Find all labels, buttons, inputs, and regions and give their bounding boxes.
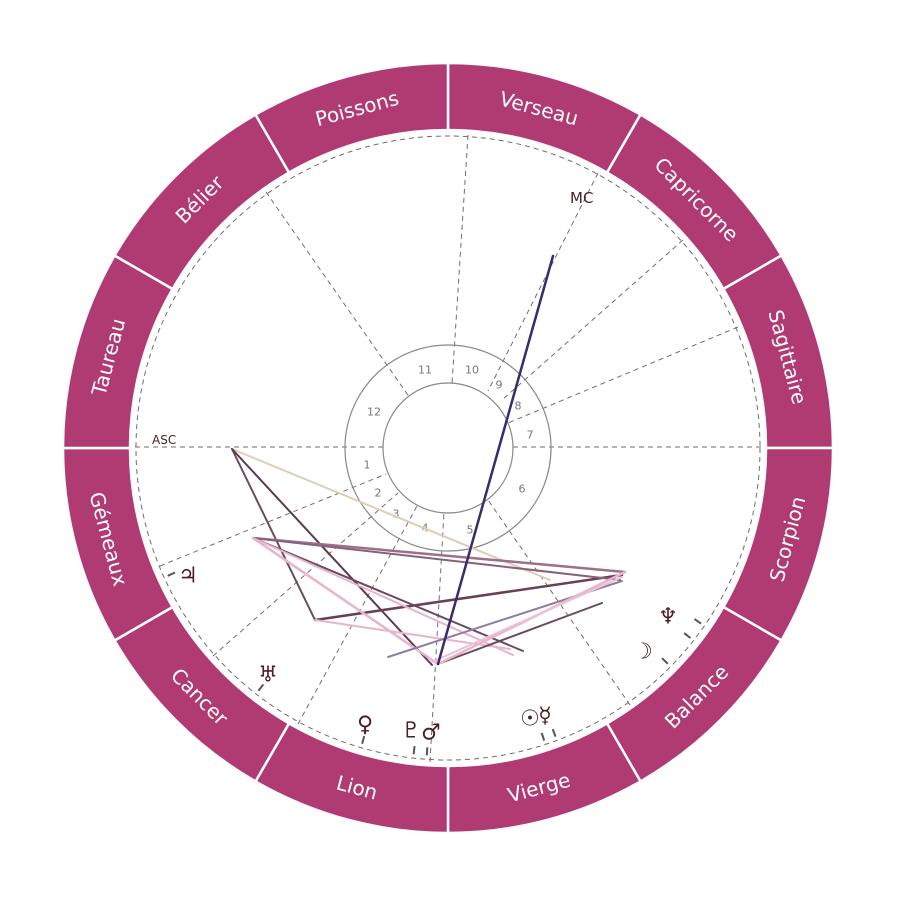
aspect-line xyxy=(231,448,433,666)
house-number-3: 3 xyxy=(393,508,400,521)
cusp-line-c5-6 xyxy=(487,499,631,706)
aspect-lines xyxy=(231,254,627,666)
asc-label: ASC xyxy=(152,433,176,447)
venus-icon: ♀ xyxy=(357,713,373,738)
cusp-line-c1-2 xyxy=(159,473,387,567)
mars-icon: ♂ xyxy=(421,721,441,746)
cusp-line-c10-11 xyxy=(451,134,469,385)
position-tick xyxy=(683,632,692,639)
position-tick xyxy=(661,657,669,665)
aspect-line xyxy=(252,537,524,652)
inner-dashed-circle xyxy=(135,135,761,761)
aspect-line xyxy=(313,573,624,622)
cusp-line-c8-9 xyxy=(501,239,684,401)
house-number-5: 5 xyxy=(467,524,474,537)
aspect-line xyxy=(437,602,603,665)
position-tick xyxy=(551,728,557,737)
position-tick xyxy=(361,735,366,745)
cusp-line-mc xyxy=(487,172,599,392)
house-cusp-lines xyxy=(135,134,762,763)
aspect-line xyxy=(251,536,627,574)
house-number-8: 8 xyxy=(515,400,522,413)
position-tick xyxy=(412,746,416,755)
sun-icon: ☉ xyxy=(520,707,540,732)
house-number-2: 2 xyxy=(375,487,382,500)
planet-glyphs: ♃ ♅ ♀ ♇ ♂ ☉☿ ☽♆ xyxy=(178,564,678,746)
aspect-line xyxy=(231,448,316,621)
house-number-10: 10 xyxy=(465,364,479,377)
pluto-icon: ♇ xyxy=(401,719,421,744)
mc-label: MC xyxy=(570,189,593,207)
neptune-icon: ♆ xyxy=(658,605,678,630)
sign-segment-poissons xyxy=(253,61,450,175)
aspect-line xyxy=(251,536,440,666)
planet-position-ticks xyxy=(167,571,702,756)
jupiter-icon: ♃ xyxy=(178,564,198,589)
position-tick xyxy=(257,683,265,692)
aspect-line xyxy=(431,576,623,663)
house-number-6: 6 xyxy=(519,483,526,496)
mercury-icon: ☿ xyxy=(538,704,552,729)
house-number-1: 1 xyxy=(364,459,371,472)
cusp-line-c7-8 xyxy=(507,326,739,424)
house-number-9: 9 xyxy=(496,379,503,392)
aspect-line xyxy=(252,537,514,656)
house-number-7: 7 xyxy=(527,429,534,442)
position-tick xyxy=(425,747,429,756)
position-tick xyxy=(693,618,702,625)
zodiac-ring xyxy=(61,61,835,835)
aspect-line xyxy=(436,254,555,666)
aspect-line xyxy=(231,448,551,581)
house-number-11: 11 xyxy=(418,364,432,377)
position-tick xyxy=(167,571,176,577)
house-number-12: 12 xyxy=(367,406,381,419)
uranus-icon: ♅ xyxy=(258,663,278,688)
cusp-line-c4-ic xyxy=(429,511,445,763)
aspect-line xyxy=(252,537,621,581)
position-tick xyxy=(540,732,546,741)
house-wheel-inner xyxy=(382,382,514,514)
moon-icon: ☽ xyxy=(633,640,653,665)
cusp-line-c11-12 xyxy=(265,191,411,399)
house-wheel-outer xyxy=(344,344,552,552)
